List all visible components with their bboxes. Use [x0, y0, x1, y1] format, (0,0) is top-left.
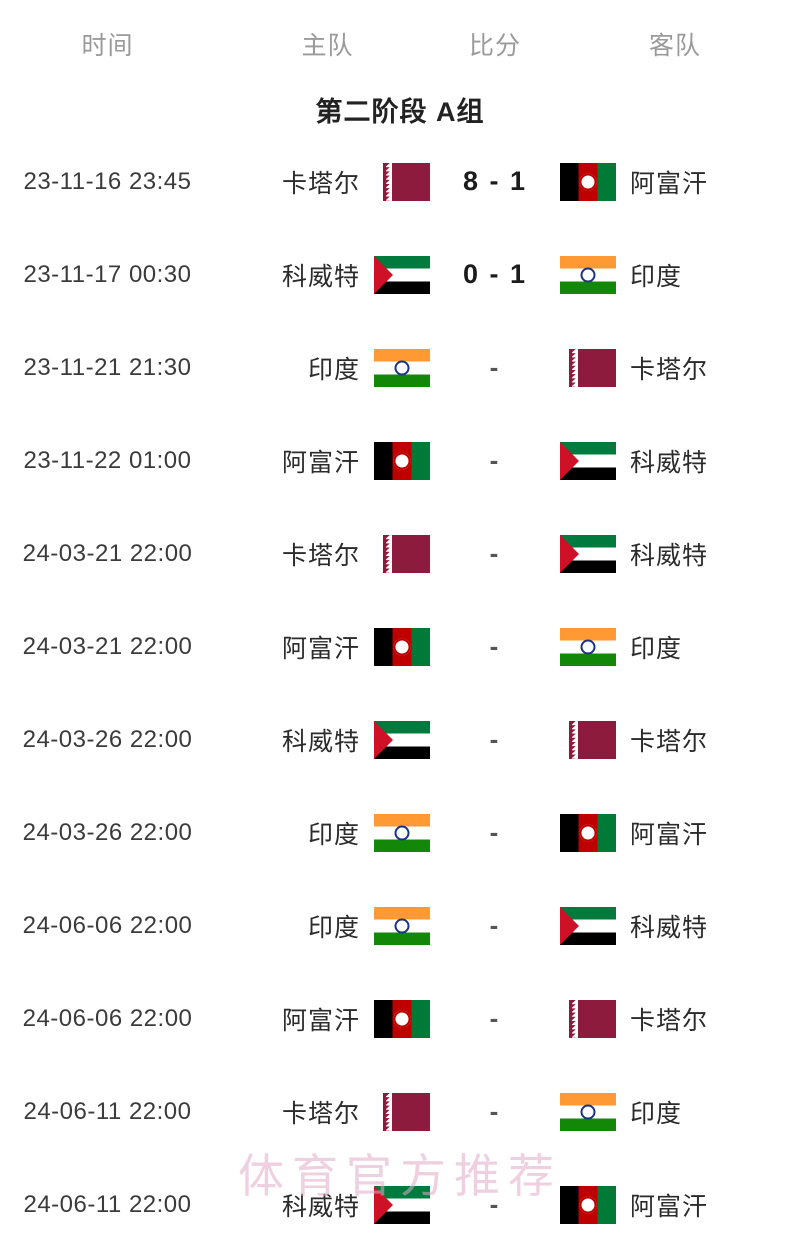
away-team-name: 科威特 [630, 541, 709, 570]
home-team-name: 阿富汗 [281, 448, 360, 477]
match-time: 23-11-22 01:00 [23, 446, 192, 474]
away-team-name: 印度 [630, 634, 683, 663]
column-header-home: 主队 [301, 32, 354, 60]
home-team-name: 卡塔尔 [281, 1099, 360, 1128]
table-row[interactable]: 24-03-26 22:00 印度 - 阿富汗 [0, 786, 800, 879]
away-team-flag-icon [560, 999, 616, 1038]
column-header-score: 比分 [468, 32, 521, 60]
match-time: 24-06-06 22:00 [22, 911, 193, 939]
home-team-name: 科威特 [281, 727, 360, 756]
away-team-name: 阿富汗 [630, 169, 709, 198]
home-team-flag-icon [374, 813, 430, 852]
group-title: 第二阶段 A组 [315, 97, 485, 127]
match-time: 24-03-26 22:00 [22, 818, 193, 846]
away-team-name: 阿富汗 [630, 820, 709, 849]
away-team-name: 卡塔尔 [630, 1006, 709, 1035]
away-team-name: 卡塔尔 [630, 355, 709, 384]
home-team-name: 印度 [307, 913, 360, 942]
table-row[interactable]: 24-06-06 22:00 印度 - 科威特 [0, 879, 800, 972]
home-team-flag-icon [374, 348, 430, 387]
home-team-name: 卡塔尔 [281, 169, 360, 198]
away-team-flag-icon [560, 162, 616, 201]
table-row[interactable]: 23-11-21 21:30 印度 - 卡塔尔 [0, 321, 800, 414]
match-score: - [489, 1003, 501, 1033]
match-score: - [489, 1096, 501, 1126]
home-team-flag-icon [374, 999, 430, 1038]
home-team-flag-icon [374, 1092, 430, 1131]
home-team-flag-icon [374, 906, 430, 945]
match-time: 24-03-26 22:00 [22, 725, 193, 753]
away-team-flag-icon [560, 1092, 616, 1131]
away-team-flag-icon [560, 813, 616, 852]
away-team-flag-icon [560, 906, 616, 945]
table-row[interactable]: 24-03-21 22:00 卡塔尔 - 科威特 [0, 507, 800, 600]
match-score: - [489, 631, 501, 661]
table-row[interactable]: 24-06-06 22:00 阿富汗 - 卡塔尔 [0, 972, 800, 1065]
home-team-flag-icon [374, 441, 430, 480]
away-team-name: 科威特 [630, 913, 709, 942]
match-score: - [489, 724, 501, 754]
table-row[interactable]: 24-06-11 22:00 科威特 - 阿富汗 [0, 1158, 800, 1233]
match-score: - [489, 1189, 501, 1219]
home-team-name: 科威特 [281, 262, 360, 291]
home-team-name: 科威特 [281, 1192, 360, 1221]
away-team-flag-icon [560, 255, 616, 294]
away-team-name: 印度 [630, 1099, 683, 1128]
table-row[interactable]: 23-11-22 01:00 阿富汗 - 科威特 [0, 414, 800, 507]
table-row[interactable]: 23-11-17 00:30 科威特 0 - 1 印度 [0, 228, 800, 321]
table-row[interactable]: 23-11-16 23:45 卡塔尔 8 - 1 阿富汗 [0, 135, 800, 228]
away-team-flag-icon [560, 348, 616, 387]
home-team-name: 印度 [307, 355, 360, 384]
table-header: 时间 主队 比分 客队 [0, 0, 800, 88]
home-team-flag-icon [374, 162, 430, 201]
match-time: 24-03-21 22:00 [22, 632, 193, 660]
home-team-flag-icon [374, 534, 430, 573]
away-team-name: 阿富汗 [630, 1192, 709, 1221]
away-team-name: 科威特 [630, 448, 709, 477]
away-team-flag-icon [560, 1185, 616, 1224]
match-score: 8 - 1 [462, 166, 528, 196]
match-time: 24-06-06 22:00 [22, 1004, 193, 1032]
home-team-flag-icon [374, 1185, 430, 1224]
home-team-name: 印度 [307, 820, 360, 849]
away-team-flag-icon [560, 627, 616, 666]
match-time: 23-11-17 00:30 [23, 260, 192, 288]
home-team-name: 卡塔尔 [281, 541, 360, 570]
home-team-flag-icon [374, 627, 430, 666]
column-header-away: 客队 [648, 32, 701, 60]
match-time: 23-11-21 21:30 [23, 353, 192, 381]
away-team-flag-icon [560, 441, 616, 480]
home-team-name: 阿富汗 [281, 634, 360, 663]
away-team-name: 印度 [630, 262, 683, 291]
match-score: - [489, 817, 501, 847]
home-team-name: 阿富汗 [281, 1006, 360, 1035]
table-row[interactable]: 24-06-11 22:00 卡塔尔 - 印度 [0, 1065, 800, 1158]
match-score: - [489, 352, 501, 382]
match-time: 24-06-11 22:00 [23, 1097, 192, 1125]
home-team-flag-icon [374, 255, 430, 294]
match-list: 23-11-16 23:45 卡塔尔 8 - 1 阿富汗 23-11-17 00:30 科… [0, 135, 800, 1233]
home-team-flag-icon [374, 720, 430, 759]
match-time: 24-06-11 22:00 [23, 1190, 192, 1218]
match-score: 0 - 1 [462, 259, 528, 289]
match-score: - [489, 538, 501, 568]
column-header-time: 时间 [81, 32, 134, 60]
match-time: 23-11-16 23:45 [23, 167, 192, 195]
table-row[interactable]: 24-03-21 22:00 阿富汗 - 印度 [0, 600, 800, 693]
match-score: - [489, 910, 501, 940]
away-team-flag-icon [560, 720, 616, 759]
table-row[interactable]: 24-03-26 22:00 科威特 - 卡塔尔 [0, 693, 800, 786]
match-score: - [489, 445, 501, 475]
away-team-name: 卡塔尔 [630, 727, 709, 756]
match-time: 24-03-21 22:00 [22, 539, 193, 567]
away-team-flag-icon [560, 534, 616, 573]
